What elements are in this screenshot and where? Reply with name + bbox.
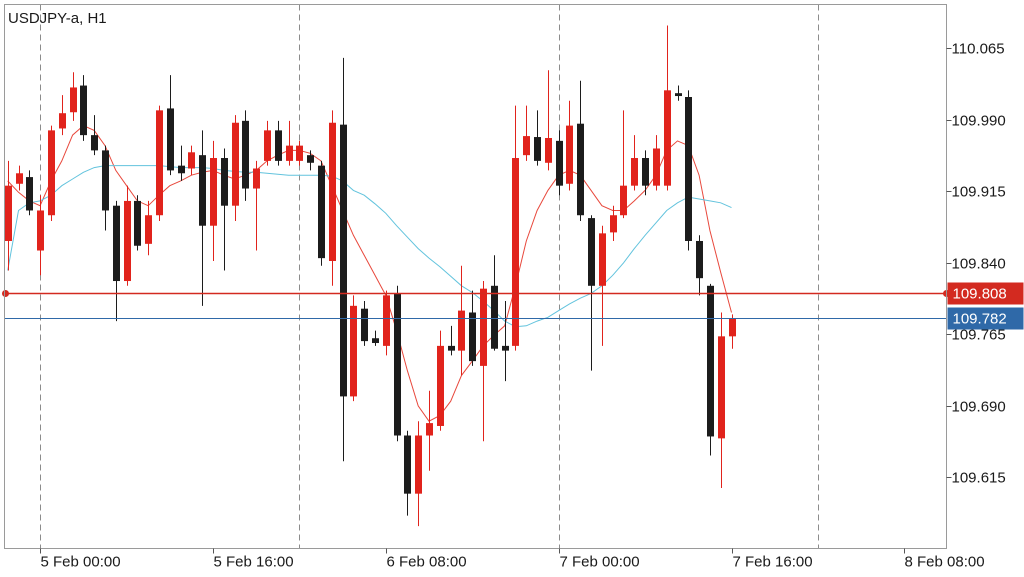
plot — [2, 25, 950, 527]
candle-body — [577, 123, 584, 216]
candle-body — [480, 288, 487, 366]
candle-body — [199, 155, 206, 226]
y-tick-label: 109.915 — [952, 183, 1006, 200]
candle-body — [534, 137, 541, 161]
candle-body — [512, 158, 519, 346]
price-label-box — [947, 307, 1024, 330]
candle-body — [620, 185, 627, 216]
x-tick-label: 7 Feb 16:00 — [733, 553, 813, 570]
candle-body — [318, 165, 325, 259]
candle-body — [350, 305, 357, 397]
price-label: 109.782 — [953, 310, 1007, 327]
candle-body — [458, 310, 465, 351]
candle-body — [178, 165, 185, 174]
grid — [40, 4, 819, 549]
x-tick-label: 5 Feb 00:00 — [41, 553, 121, 570]
candle-body — [631, 158, 638, 186]
candle-body — [102, 150, 109, 211]
candle-body — [275, 130, 282, 161]
candle-body — [188, 152, 195, 169]
candle-body — [232, 122, 239, 206]
candle-body — [729, 318, 736, 337]
x-tick-label: 7 Feb 00:00 — [560, 553, 640, 570]
candle-body — [264, 130, 271, 161]
axes: 110.065 109.990 109.915 109.840 109.765 109.6… — [40, 40, 1024, 570]
candle-body — [221, 158, 228, 206]
y-tick-label: 110.065 — [952, 40, 1005, 57]
candle-body — [707, 285, 714, 437]
x-tick-label: 6 Feb 08:00 — [387, 553, 467, 570]
candle-body — [685, 96, 692, 241]
candle-body — [610, 215, 617, 233]
candle-body — [566, 125, 573, 184]
candle-body — [307, 155, 314, 163]
candle-body — [448, 345, 455, 351]
candle-body — [37, 210, 44, 251]
candle-body — [361, 308, 368, 342]
chart-title: USDJPY-a, H1 — [8, 10, 107, 27]
candle-body — [491, 285, 498, 349]
candle-body — [286, 145, 293, 161]
candle-body — [5, 185, 12, 241]
candle-body — [372, 338, 379, 344]
y-tick-label: 109.615 — [952, 469, 1006, 486]
candle-body — [124, 200, 131, 282]
candle-body — [556, 140, 563, 186]
candle-body — [437, 345, 444, 426]
candle-body — [134, 200, 141, 246]
candle-body — [502, 345, 509, 351]
candle-body — [426, 423, 433, 436]
candle-body — [296, 145, 303, 161]
candle-body — [588, 218, 595, 286]
candle-body — [675, 93, 682, 97]
candle-body — [469, 312, 476, 362]
y-tick-label: 109.690 — [952, 398, 1006, 415]
candle-body — [718, 336, 725, 439]
plot-frame — [4, 4, 947, 549]
candle-body — [80, 85, 87, 136]
candle-body — [383, 295, 390, 346]
candle-body — [59, 113, 66, 129]
candle-body — [242, 120, 249, 189]
candle-body — [70, 87, 77, 113]
candle-body — [545, 137, 552, 163]
y-tick-label: 109.765 — [952, 326, 1006, 343]
candle-body — [653, 148, 660, 186]
candle-body — [253, 168, 260, 189]
candle-body — [415, 435, 422, 494]
x-tick-label: 5 Feb 16:00 — [214, 553, 294, 570]
price-label: 109.808 — [953, 285, 1007, 302]
candle-body — [156, 110, 163, 216]
candle-body — [210, 158, 217, 226]
price-line-dot — [2, 290, 9, 297]
candle-body — [394, 293, 401, 436]
moving-average — [7, 125, 732, 422]
x-tick-label: 8 Feb 08:00 — [905, 553, 985, 570]
candle-body — [404, 435, 411, 494]
candle-body — [167, 108, 174, 171]
price-label-box — [947, 282, 1024, 305]
candle-body — [113, 205, 120, 282]
candle-body — [26, 177, 33, 211]
candle-body — [48, 130, 55, 216]
candle-body — [329, 122, 336, 262]
y-tick-label: 109.990 — [952, 112, 1006, 129]
y-tick-label: 109.840 — [952, 255, 1006, 272]
moving-average — [7, 165, 732, 328]
candle-body — [145, 215, 152, 244]
candle-body — [599, 233, 606, 286]
candle-body — [696, 240, 703, 279]
candle-body — [664, 90, 671, 186]
candle-body — [91, 135, 98, 151]
candle-body — [642, 158, 649, 186]
candle-body — [340, 124, 347, 397]
candle-body — [523, 136, 530, 156]
candle-body — [16, 173, 23, 184]
